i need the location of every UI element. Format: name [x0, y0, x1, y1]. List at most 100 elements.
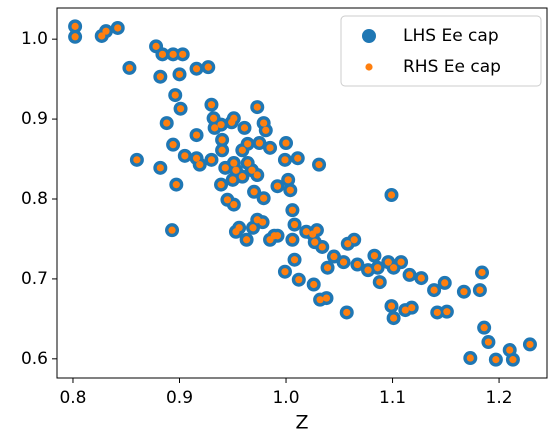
- point: [376, 278, 384, 286]
- point: [295, 276, 303, 284]
- point: [255, 139, 263, 147]
- point: [196, 161, 204, 169]
- point: [330, 252, 338, 261]
- point: [315, 161, 323, 169]
- point: [433, 308, 441, 317]
- point: [192, 131, 201, 139]
- x-tick-label: 1.1: [379, 388, 406, 408]
- point: [244, 159, 252, 167]
- point: [230, 114, 238, 122]
- y-tick-label: 0.8: [21, 189, 48, 209]
- point: [405, 271, 414, 279]
- point: [192, 65, 201, 73]
- point: [232, 166, 240, 174]
- point: [509, 356, 517, 364]
- point: [484, 338, 493, 346]
- point: [169, 50, 177, 58]
- point: [179, 50, 187, 58]
- point: [281, 268, 289, 276]
- legend-marker: [365, 63, 373, 71]
- point: [478, 268, 486, 277]
- point: [217, 181, 225, 189]
- legend-label: LHS Ee cap: [403, 26, 499, 46]
- point: [350, 236, 358, 244]
- point: [253, 103, 261, 111]
- point: [343, 308, 351, 317]
- point: [390, 314, 398, 322]
- point: [235, 224, 243, 232]
- point: [262, 126, 270, 134]
- point: [281, 156, 289, 164]
- point: [169, 141, 177, 149]
- point: [171, 91, 179, 99]
- plot-frame: [56, 7, 548, 379]
- point: [353, 260, 361, 269]
- point: [441, 279, 449, 287]
- point: [223, 196, 232, 204]
- point: [152, 42, 160, 50]
- point: [250, 188, 258, 196]
- point: [248, 166, 256, 174]
- point: [260, 119, 268, 127]
- point: [384, 258, 392, 266]
- point: [229, 176, 237, 184]
- point: [240, 124, 249, 132]
- legend-label: RHS Ee cap: [403, 57, 501, 77]
- point: [204, 63, 212, 71]
- point: [253, 171, 261, 179]
- point: [288, 206, 297, 214]
- point: [230, 159, 238, 167]
- point: [176, 105, 185, 113]
- point: [102, 27, 110, 35]
- point: [192, 154, 201, 162]
- point: [209, 114, 218, 122]
- point: [492, 356, 500, 364]
- point: [163, 119, 171, 127]
- x-tick-label: 1.2: [486, 388, 513, 408]
- point: [238, 173, 246, 181]
- point: [374, 264, 382, 272]
- point: [273, 182, 282, 190]
- x-tick-label: 0.8: [59, 388, 86, 408]
- point: [313, 226, 321, 234]
- point: [370, 252, 379, 260]
- point: [417, 274, 425, 282]
- point: [290, 256, 299, 264]
- point: [221, 164, 229, 172]
- point: [390, 264, 398, 272]
- point: [114, 24, 122, 32]
- point: [318, 243, 326, 251]
- point: [397, 258, 405, 266]
- point: [273, 232, 282, 240]
- point: [430, 286, 438, 294]
- x-tick-label: 1.0: [272, 388, 299, 408]
- point: [217, 121, 225, 129]
- point: [230, 200, 238, 209]
- y-tick-label: 0.9: [21, 109, 48, 129]
- point: [125, 64, 134, 72]
- point: [207, 156, 216, 164]
- point: [339, 258, 348, 266]
- point: [311, 238, 319, 246]
- x-axis-label: Z: [295, 412, 308, 434]
- point: [258, 218, 267, 226]
- legend-marker: [362, 29, 376, 43]
- point: [156, 73, 164, 81]
- point: [282, 139, 290, 147]
- point: [156, 164, 164, 172]
- point: [288, 236, 297, 244]
- point: [364, 266, 372, 274]
- y-tick-label: 0.6: [21, 349, 48, 369]
- point: [181, 152, 189, 160]
- point: [260, 194, 268, 202]
- point: [294, 154, 302, 162]
- legend-box: [340, 15, 542, 87]
- point: [158, 50, 167, 58]
- point: [443, 308, 451, 316]
- point: [310, 280, 318, 289]
- point: [286, 186, 294, 194]
- point: [172, 181, 180, 189]
- point: [302, 228, 310, 236]
- point: [466, 354, 474, 362]
- point: [71, 33, 79, 41]
